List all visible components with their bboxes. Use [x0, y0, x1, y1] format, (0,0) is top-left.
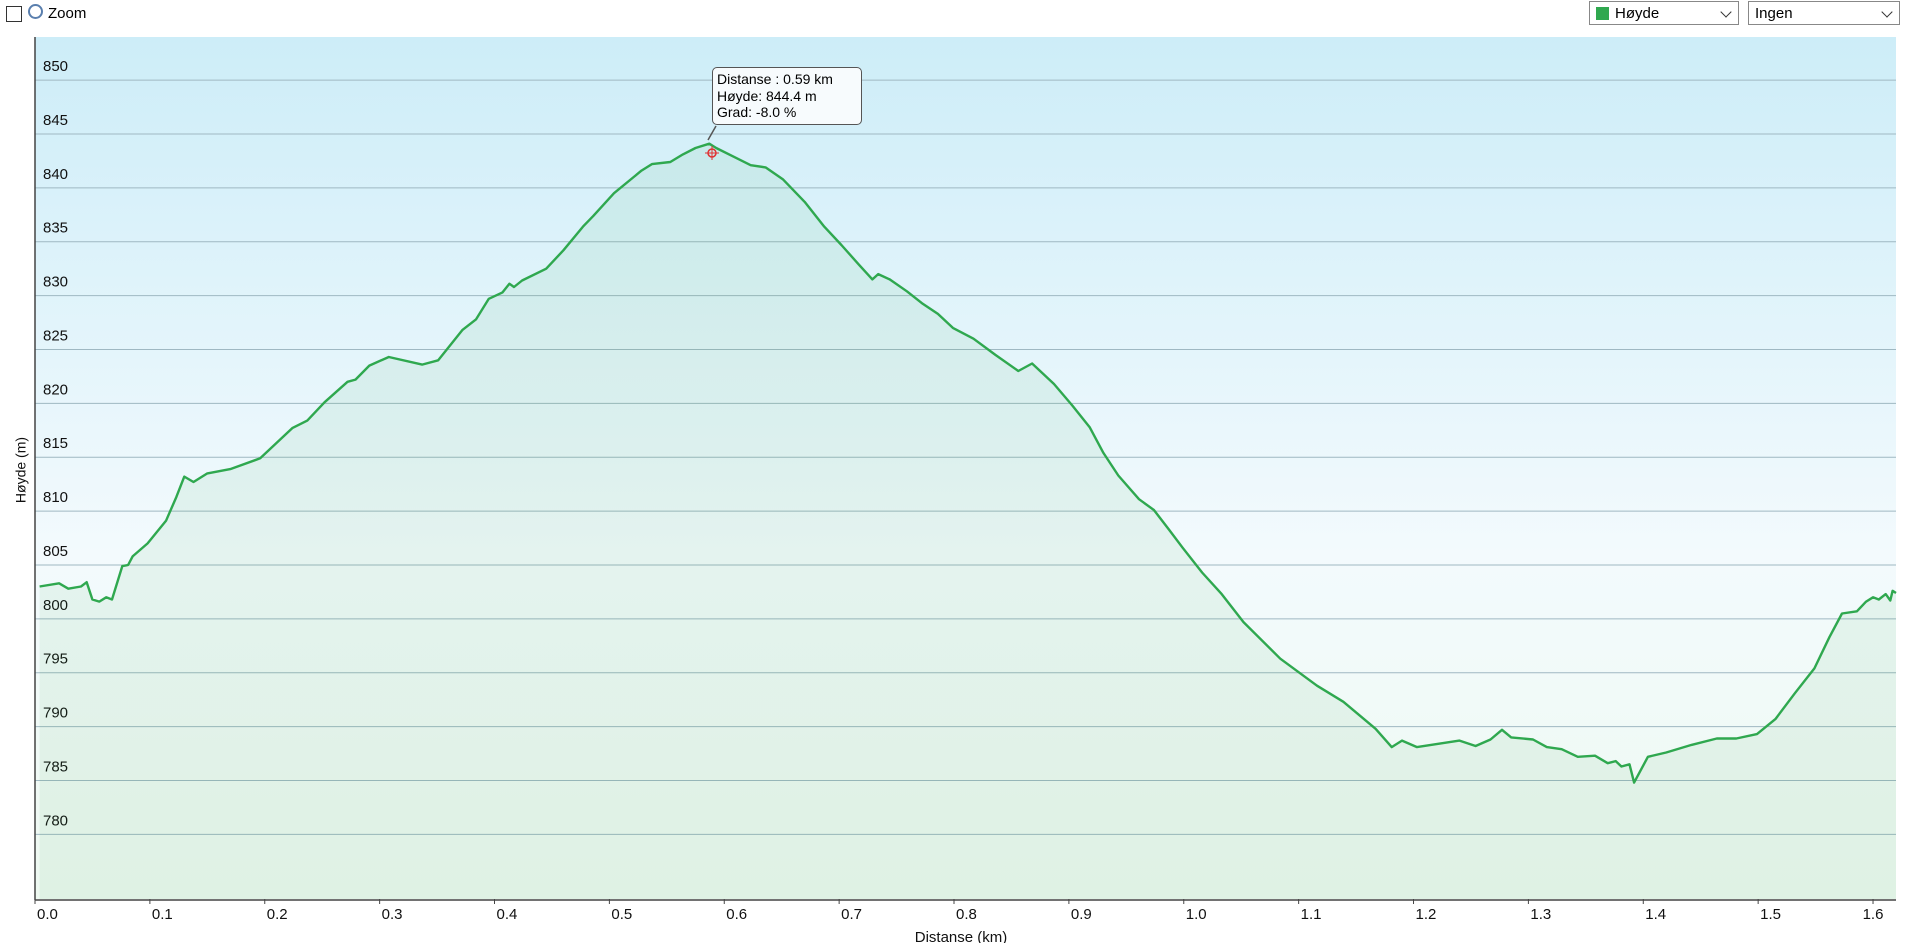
y-tick-label: 845: [43, 112, 68, 129]
y-tick-label: 835: [43, 220, 68, 237]
x-tick-label: 1.3: [1530, 906, 1551, 923]
dropdown-text: Ingen: [1755, 5, 1793, 22]
x-tick-label: 0.2: [267, 906, 288, 923]
y-tick-label: 815: [43, 435, 68, 452]
x-tick-label: 0.4: [497, 906, 518, 923]
x-tick-label: 0.3: [382, 906, 403, 923]
x-tick-label: 0.8: [956, 906, 977, 923]
x-tick-label: 1.0: [1186, 906, 1207, 923]
tooltip-line: Grad: -8.0 %: [717, 104, 797, 120]
x-axis-title: Distanse (km): [915, 929, 1008, 943]
x-tick-label: 1.1: [1301, 906, 1322, 923]
x-tick-label: 0.0: [37, 906, 58, 923]
x-tick-label: 1.6: [1863, 906, 1884, 923]
y-axis-title: Høyde (m): [13, 437, 29, 503]
y-tick-label: 830: [43, 274, 68, 291]
elevation-line: [39, 142, 1897, 784]
y-tick-label: 785: [43, 758, 68, 775]
x-tick-label: 1.5: [1760, 906, 1781, 923]
legend-swatch: [1596, 7, 1609, 20]
y-tick-label: 790: [43, 705, 68, 722]
secondary-dropdown[interactable]: Ingen: [1748, 1, 1900, 25]
y-tick-label: 850: [43, 58, 68, 75]
area-fill: [39, 143, 1897, 899]
y-tick-label: 820: [43, 381, 68, 398]
y-tick-label: 840: [43, 166, 68, 183]
y-tick-label: 795: [43, 651, 68, 668]
x-tick-label: 0.5: [611, 906, 632, 923]
x-tick-label: 0.9: [1071, 906, 1092, 923]
tooltip-line: Høyde: 844.4 m: [717, 87, 817, 104]
y-tick-label: 805: [43, 543, 68, 560]
series-dropdown[interactable]: Høyde: [1589, 1, 1739, 25]
zoom-label: Zoom: [28, 4, 86, 22]
x-tick-label: 1.2: [1416, 906, 1437, 923]
tooltip-line: Distanse : 0.59 km: [717, 71, 833, 87]
x-tick-label: 0.7: [841, 906, 862, 923]
hover-marker: [705, 125, 719, 160]
x-tick-label: 0.6: [726, 906, 747, 923]
tooltip: Distanse : 0.59 km Høyde: 844.4 m Grad: …: [712, 67, 862, 125]
legend-label: Høyde: [1615, 5, 1660, 22]
zoom-text: Zoom: [48, 5, 87, 22]
y-tick-label: 825: [43, 327, 68, 344]
y-tick-label: 800: [43, 597, 68, 614]
y-tick-label: 810: [43, 489, 68, 506]
toolbar: Zoom Høyde Ingen: [0, 0, 1913, 34]
zoom-checkbox[interactable]: [6, 6, 22, 22]
zoom-icon: [28, 4, 43, 19]
x-tick-label: 0.1: [152, 906, 173, 923]
y-tick-label: 780: [43, 812, 68, 829]
x-tick-label: 1.4: [1645, 906, 1666, 923]
